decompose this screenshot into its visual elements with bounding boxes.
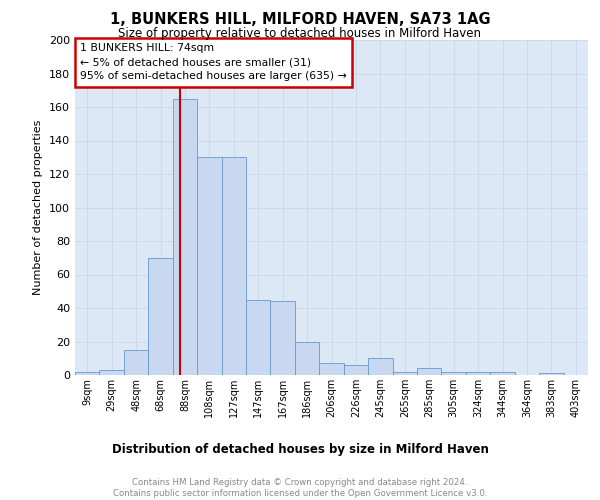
Bar: [344, 365, 368, 375]
Bar: [75, 372, 100, 375]
Bar: [124, 350, 148, 375]
Text: Distribution of detached houses by size in Milford Haven: Distribution of detached houses by size …: [112, 442, 488, 456]
Bar: [271, 302, 295, 375]
Text: 1, BUNKERS HILL, MILFORD HAVEN, SA73 1AG: 1, BUNKERS HILL, MILFORD HAVEN, SA73 1AG: [110, 12, 490, 28]
Bar: [246, 300, 271, 375]
Bar: [197, 157, 221, 375]
Y-axis label: Number of detached properties: Number of detached properties: [34, 120, 43, 295]
Bar: [442, 372, 466, 375]
Text: 1 BUNKERS HILL: 74sqm
← 5% of detached houses are smaller (31)
95% of semi-detac: 1 BUNKERS HILL: 74sqm ← 5% of detached h…: [80, 44, 347, 82]
Bar: [417, 368, 442, 375]
Bar: [173, 98, 197, 375]
Bar: [368, 358, 392, 375]
Bar: [221, 157, 246, 375]
Bar: [319, 364, 344, 375]
Text: Size of property relative to detached houses in Milford Haven: Size of property relative to detached ho…: [119, 28, 482, 40]
Bar: [100, 370, 124, 375]
Bar: [490, 372, 515, 375]
Text: Contains HM Land Registry data © Crown copyright and database right 2024.
Contai: Contains HM Land Registry data © Crown c…: [113, 478, 487, 498]
Bar: [466, 372, 490, 375]
Bar: [148, 258, 173, 375]
Bar: [392, 372, 417, 375]
Bar: [295, 342, 319, 375]
Bar: [539, 374, 563, 375]
